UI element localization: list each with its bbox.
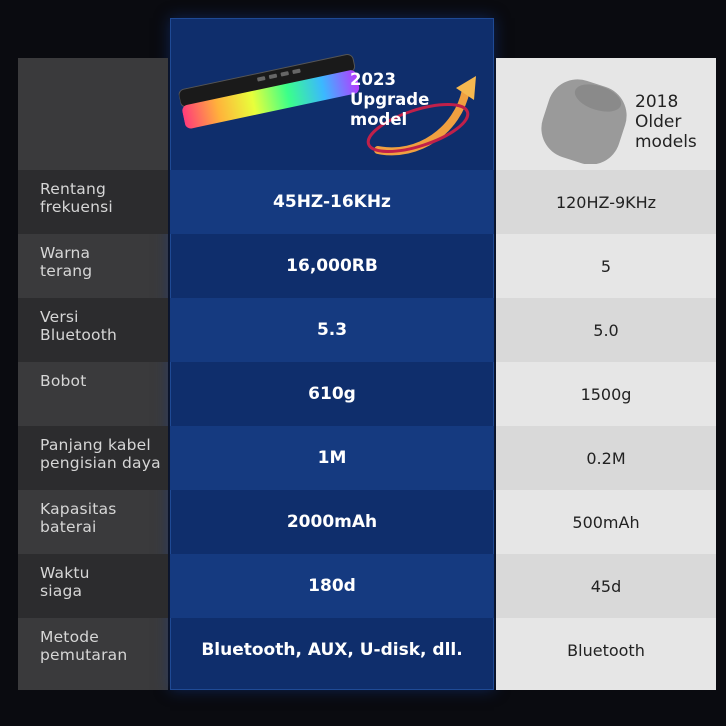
row-label: Kapasitas baterai — [18, 490, 168, 554]
old-speaker-image — [541, 79, 627, 164]
row-label: Waktu siaga — [18, 554, 168, 618]
row-label-line: Versi — [40, 308, 79, 326]
table-row: Rentang frekuensi 45HZ-16KHz 120HZ-9KHz — [18, 170, 716, 234]
row-label-line: frekuensi — [40, 198, 113, 216]
row-label: Rentang frekuensi — [18, 170, 168, 234]
old-label-line: models — [635, 132, 697, 152]
badge-line: model — [350, 110, 408, 129]
old-model-value: 45d — [496, 554, 716, 618]
old-model-value: 5.0 — [496, 298, 716, 362]
row-label-line: Bobot — [40, 372, 87, 390]
old-model-value: 5 — [600, 256, 612, 276]
row-label: Warna terang — [18, 234, 168, 298]
badge-line: Upgrade — [350, 90, 430, 109]
old-model-value: 500mAh — [572, 512, 640, 532]
row-label-line: Rentang — [40, 180, 107, 198]
new-model-value: 5.3 — [170, 298, 494, 362]
row-label-line: siaga — [40, 582, 83, 600]
badge-line: 2023 — [350, 70, 396, 89]
new-model-value: 45HZ-16KHz — [170, 170, 494, 234]
old-label-line: 2018 — [635, 92, 679, 112]
new-model-value: Bluetooth, AUX, U-disk, dll. — [201, 640, 463, 660]
new-model-value: 610g — [308, 384, 356, 404]
row-label: Versi Bluetooth — [18, 298, 168, 362]
old-model-value: 1500g — [580, 384, 632, 404]
old-model-value: 120HZ-9KHz — [496, 170, 716, 234]
row-label-line: Panjang kabel — [40, 436, 151, 454]
upgrade-arrow-icon — [366, 76, 476, 156]
row-label-line: Warna — [40, 244, 91, 262]
table-row: Panjang kabel pengisian daya 1M 0.2M — [18, 426, 716, 490]
table-row: Warna terang 16,000RB 5 — [18, 234, 716, 298]
new-model-value: 1M — [170, 426, 494, 490]
soundbar-image — [178, 54, 360, 129]
row-label-line: Kapasitas — [40, 500, 117, 518]
new-model-value: 2000mAh — [286, 512, 378, 532]
old-model-value: 0.2M — [496, 426, 716, 490]
row-label-line: pemutaran — [40, 646, 128, 664]
row-label-line: terang — [40, 262, 93, 280]
row-label: Bobot — [18, 362, 168, 426]
old-model-value: Bluetooth — [567, 640, 645, 660]
row-label: Panjang kabel pengisian daya — [18, 426, 168, 490]
row-label-line: baterai — [40, 518, 97, 536]
table-row: Waktu siaga 180d 45d — [18, 554, 716, 618]
row-label: Metode pemutaran — [18, 618, 168, 682]
row-label-line: Metode — [40, 628, 100, 646]
table-row: Bobot 610g 1500g — [18, 362, 716, 426]
header-label-cell — [18, 58, 168, 170]
old-label-line: Older — [635, 112, 682, 132]
upgrade-badge-text: 2023 Upgrade model — [350, 70, 429, 130]
table-row: Kapasitas baterai 2000mAh 500mAh — [18, 490, 716, 554]
new-model-value: 180d — [170, 554, 494, 618]
table-row: Versi Bluetooth 5.3 5.0 — [18, 298, 716, 362]
row-label-line: Waktu — [40, 564, 90, 582]
new-model-value: 16,000RB — [286, 256, 378, 276]
row-label-line: Bluetooth — [40, 326, 118, 344]
old-model-label: 2018 Older models — [635, 92, 697, 152]
row-label-line: pengisian daya — [40, 454, 161, 472]
table-row: Metode pemutaran Bluetooth, AUX, U-disk,… — [18, 618, 716, 682]
